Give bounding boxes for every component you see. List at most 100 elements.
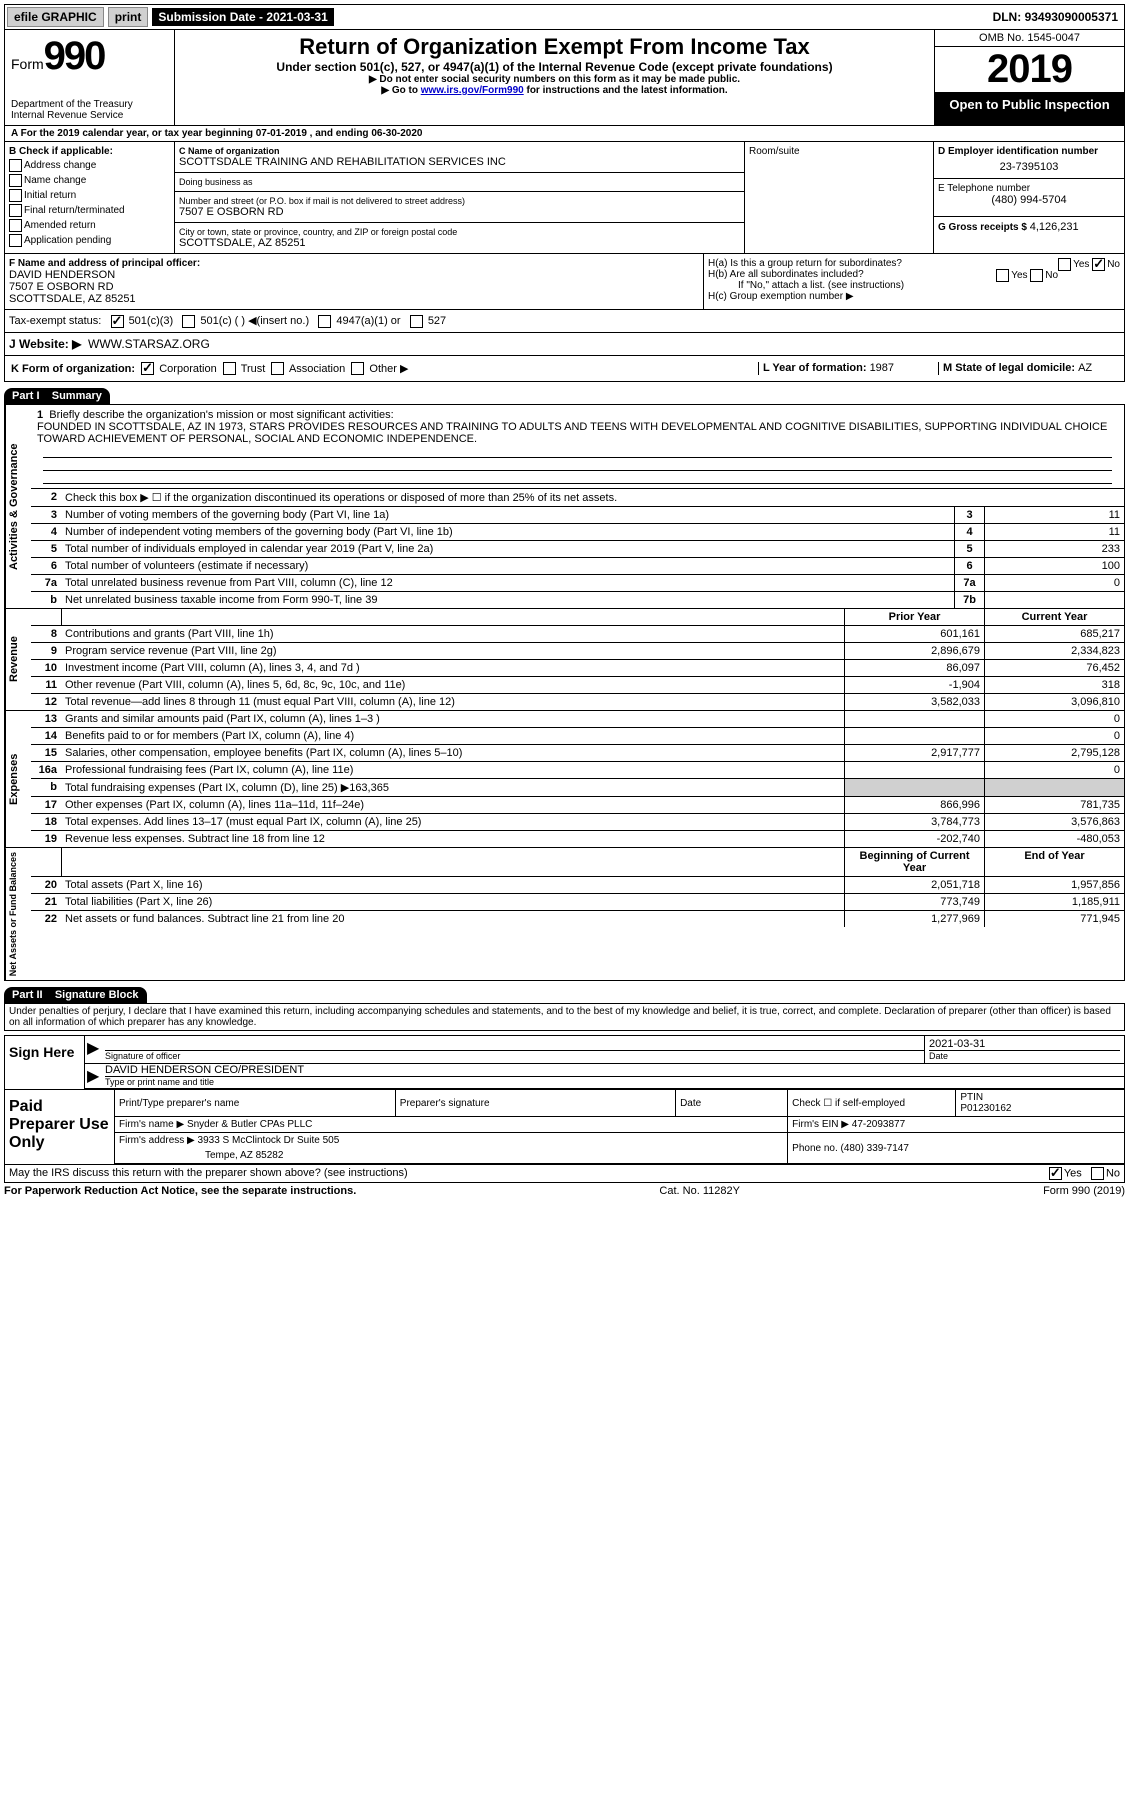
part-i-head: Part I Summary [4, 388, 110, 404]
val-7a: 0 [984, 575, 1124, 591]
exp-18-cur: 3,576,863 [984, 814, 1124, 830]
gross-receipts: 4,126,231 [1030, 221, 1079, 233]
submission-date: Submission Date - 2021-03-31 [152, 8, 333, 26]
part-ii-head: Part II Signature Block [4, 987, 147, 1003]
city-value: SCOTTSDALE, AZ 85251 [179, 237, 740, 249]
mission-text: FOUNDED IN SCOTTSDALE, AZ IN 1973, STARS… [37, 421, 1107, 445]
form-header: Form990 Department of the Treasury Inter… [4, 30, 1125, 126]
box-g-label: G Gross receipts $ [938, 222, 1030, 233]
opt-name-change[interactable]: Name change [9, 174, 170, 187]
paid-preparer-block: Paid Preparer Use Only Print/Type prepar… [4, 1090, 1125, 1165]
paperwork-notice: For Paperwork Reduction Act Notice, see … [4, 1185, 356, 1197]
opt-amended[interactable]: Amended return [9, 219, 170, 232]
perjury-declaration: Under penalties of perjury, I declare th… [4, 1003, 1125, 1031]
opt-address-change[interactable]: Address change [9, 159, 170, 172]
sig-date-label: Date [929, 1050, 1120, 1061]
exp-15-cur: 2,795,128 [984, 745, 1124, 761]
begin-year-head: Beginning of Current Year [844, 848, 984, 876]
row-k: K Form of organization: Corporation Trus… [4, 356, 1125, 383]
ptin: P01230162 [960, 1103, 1011, 1114]
form-ref: Form 990 (2019) [1043, 1185, 1125, 1197]
current-year-head: Current Year [984, 609, 1124, 625]
h-c: H(c) Group exemption number ▶ [708, 291, 1120, 302]
opt-final-return[interactable]: Final return/terminated [9, 204, 170, 217]
net-21-cur: 1,185,911 [984, 894, 1124, 910]
val-7b [984, 592, 1124, 608]
paid-preparer-label: Paid Preparer Use Only [5, 1090, 115, 1164]
sign-here-block: Sign Here ▶ Signature of officer 2021-03… [4, 1035, 1125, 1090]
cb-527[interactable] [410, 315, 423, 328]
expenses-section: Expenses 13Grants and similar amounts pa… [4, 711, 1125, 848]
irs-link[interactable]: www.irs.gov/Form990 [421, 85, 524, 96]
org-name: SCOTTSDALE TRAINING AND REHABILITATION S… [179, 156, 740, 168]
rev-10-cur: 76,452 [984, 660, 1124, 676]
discuss-yes[interactable] [1049, 1167, 1062, 1180]
dept-treasury: Department of the Treasury [11, 99, 168, 110]
cb-other[interactable] [351, 362, 364, 375]
cb-trust[interactable] [223, 362, 236, 375]
prep-h2: Preparer's signature [395, 1090, 675, 1117]
h-note: If "No," attach a list. (see instruction… [708, 280, 1120, 291]
revenue-section: Revenue Prior Year Current Year 8Contrib… [4, 609, 1125, 711]
block-f-h: F Name and address of principal officer:… [4, 254, 1125, 310]
prep-h4: Check ☐ if self-employed [788, 1090, 956, 1117]
opt-initial-return[interactable]: Initial return [9, 189, 170, 202]
opt-application-pending[interactable]: Application pending [9, 234, 170, 247]
page-footer: For Paperwork Reduction Act Notice, see … [4, 1183, 1125, 1199]
line-2: Check this box ▶ ☐ if the organization d… [61, 489, 1124, 506]
rev-9-cur: 2,334,823 [984, 643, 1124, 659]
efile-button[interactable]: efile GRAPHIC [7, 7, 104, 27]
sig-date: 2021-03-31 [929, 1038, 1120, 1050]
sig-officer-label: Signature of officer [105, 1050, 924, 1061]
exp-13-cur: 0 [984, 711, 1124, 727]
h-a: H(a) Is this a group return for subordin… [708, 258, 1120, 269]
tax-exempt-status: Tax-exempt status: 501(c)(3) 501(c) ( ) … [4, 310, 1125, 333]
exp-14-cur: 0 [984, 728, 1124, 744]
print-button[interactable]: print [108, 7, 149, 27]
officer-name: DAVID HENDERSON [9, 269, 699, 281]
block-b-to-g: B Check if applicable: Address change Na… [4, 142, 1125, 254]
ssn-warning: ▶ Do not enter social security numbers o… [181, 74, 928, 85]
prep-h1: Print/Type preparer's name [115, 1090, 395, 1117]
side-revenue: Revenue [5, 609, 31, 710]
discuss-no[interactable] [1091, 1167, 1104, 1180]
phone-value: (480) 994-5704 [938, 194, 1120, 206]
net-22-cur: 771,945 [984, 911, 1124, 927]
cb-corp[interactable] [141, 362, 154, 375]
omb-number: OMB No. 1545-0047 [935, 30, 1124, 47]
val-4: 11 [984, 524, 1124, 540]
state-domicile: AZ [1078, 362, 1092, 374]
tax-year: 2019 [935, 47, 1124, 93]
exp-19-cur: -480,053 [984, 831, 1124, 847]
val-5: 233 [984, 541, 1124, 557]
sign-here-label: Sign Here [5, 1036, 85, 1089]
box-c-label: C Name of organization [179, 146, 740, 156]
cb-4947[interactable] [318, 315, 331, 328]
rev-11-cur: 318 [984, 677, 1124, 693]
side-net-assets: Net Assets or Fund Balances [5, 848, 31, 980]
addr-label: Number and street (or P.O. box if mail i… [179, 196, 740, 206]
row-a-calendar-year: A For the 2019 calendar year, or tax yea… [4, 126, 1125, 142]
officer-name-title: DAVID HENDERSON CEO/PRESIDENT [105, 1064, 1124, 1076]
prep-h3: Date [676, 1090, 788, 1117]
irs-label: Internal Revenue Service [11, 110, 168, 121]
form-subtitle: Under section 501(c), 527, or 4947(a)(1)… [181, 60, 928, 74]
firm-ein: 47-2093877 [852, 1119, 905, 1130]
end-year-head: End of Year [984, 848, 1124, 876]
net-20-cur: 1,957,856 [984, 877, 1124, 893]
rev-12-cur: 3,096,810 [984, 694, 1124, 710]
box-d-label: D Employer identification number [938, 146, 1120, 157]
website-row: J Website: ▶ WWW.STARSAZ.ORG [4, 333, 1125, 356]
officer-addr2: SCOTTSDALE, AZ 85251 [9, 293, 699, 305]
cb-501c[interactable] [182, 315, 195, 328]
rev-8-cur: 685,217 [984, 626, 1124, 642]
instructions-link-line: ▶ Go to www.irs.gov/Form990 for instruct… [181, 85, 928, 96]
dln: DLN: 93493090005371 [989, 8, 1122, 26]
form-number: Form990 [11, 34, 168, 79]
cb-assoc[interactable] [271, 362, 284, 375]
officer-name-label: Type or print name and title [105, 1076, 1124, 1087]
firm-phone: (480) 339-7147 [841, 1143, 909, 1154]
box-b-label: B Check if applicable: [9, 146, 170, 157]
prior-year-head: Prior Year [844, 609, 984, 625]
cb-501c3[interactable] [111, 315, 124, 328]
